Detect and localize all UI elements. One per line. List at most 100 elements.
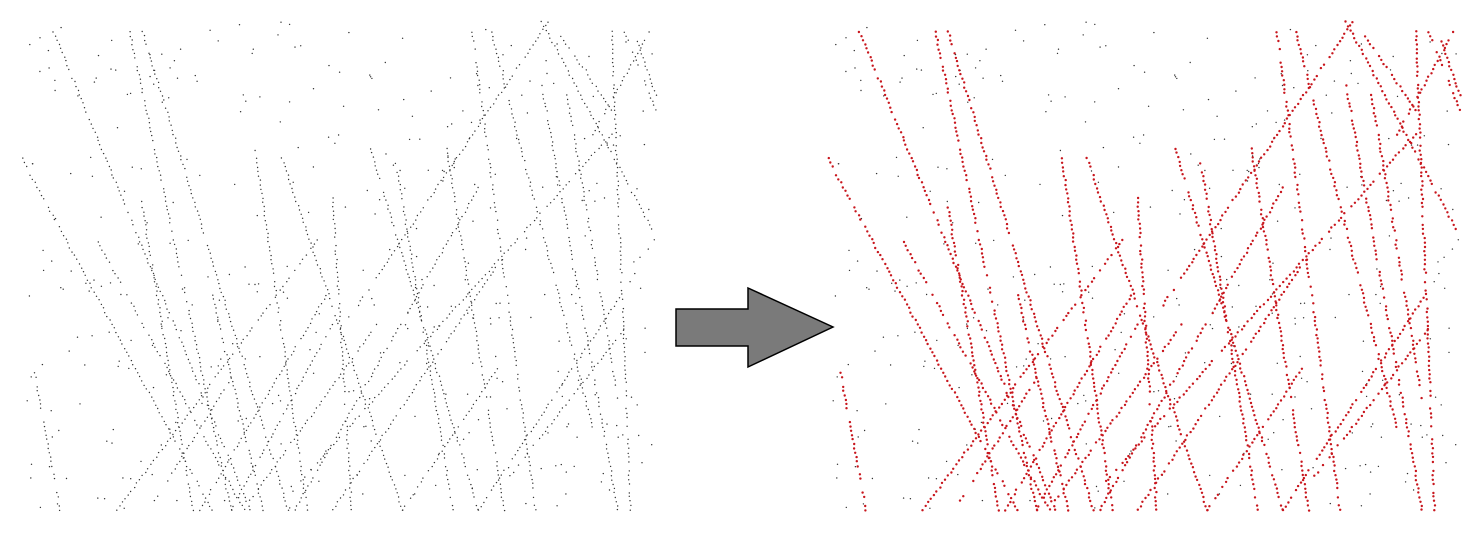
track-hit-marked [1443,46,1447,50]
track-hit-marked [1304,249,1307,253]
track-hit-marked [1089,499,1092,503]
track-hit-marked [1437,194,1441,197]
track-hit [261,505,263,507]
track-hit-marked [1412,105,1415,108]
track-hit-marked [1253,496,1257,499]
track-hit-marked [1244,348,1248,351]
track-hit [610,109,613,111]
track-hit [182,345,185,347]
track-hit [341,355,344,357]
track-hit [345,343,347,346]
track-hit [158,412,160,414]
track-hit [502,272,505,274]
track-hit [503,252,505,254]
track-hit [98,299,100,301]
noise-hit [917,442,919,444]
track-hit-marked [1297,201,1301,204]
track-hit [580,177,582,179]
noise-hit [160,444,162,446]
track-hit [242,423,244,425]
track-hit-marked [1379,150,1382,153]
track-hit-marked [1136,508,1140,511]
track-hit [623,175,625,177]
track-hit [89,282,91,284]
track-hit [453,330,455,332]
track-hit [416,486,419,488]
track-hit [36,186,38,189]
track-hit [136,314,139,316]
track-hit [38,190,41,192]
track-hit [173,243,176,246]
track-hit [615,136,617,139]
noise-hit [292,490,294,492]
track-hit-marked [1355,140,1359,144]
track-hit [507,249,509,251]
track-hit-marked [963,411,966,414]
track-hit [585,405,587,407]
track-hit-marked [1012,387,1015,390]
track-hit-marked [902,136,905,139]
track-hit [342,494,345,496]
track-hit-marked [870,59,873,62]
noise-hit [161,53,163,55]
track-hit [236,343,238,345]
track-hit-marked [977,394,981,397]
noise-hit [1281,84,1284,87]
track-hit [280,329,282,331]
noise-hit [1153,391,1155,393]
noise-hit [1251,126,1254,128]
track-hit [48,210,51,212]
track-hit-marked [1253,487,1256,491]
track-hit-marked [1138,314,1142,317]
track-hit-marked [1257,160,1261,163]
track-hit-marked [1162,382,1165,385]
track-hit [463,257,465,259]
track-hit-marked [948,384,951,387]
track-hit [157,407,159,410]
noise-hit [472,362,474,364]
noise-hit [616,424,618,427]
track-hit [347,460,350,463]
track-hit-marked [1331,52,1334,55]
track-hit-marked [1439,59,1442,62]
track-hit [595,333,597,335]
track-hit [298,384,300,387]
track-hit [234,471,236,473]
track-hit [588,159,590,161]
track-hit-marked [1243,324,1246,328]
track-hit-marked [1083,323,1087,327]
track-hit-marked [1328,55,1331,59]
noise-hit [540,467,542,470]
track-hit [122,199,125,201]
track-hit-marked [1233,345,1236,348]
track-hit [581,182,583,184]
track-hit [368,454,371,457]
track-hit-marked [1313,78,1316,81]
track-hit [230,457,232,460]
track-hit [476,70,479,73]
track-hit [101,249,103,251]
track-hit [491,435,493,438]
track-hit [228,363,230,366]
track-hit-marked [1050,429,1053,432]
track-hit [135,232,137,234]
track-hit [170,124,172,126]
track-hit [524,159,526,162]
track-hit-marked [1247,176,1250,179]
track-hit [564,379,566,381]
track-hit [215,425,217,427]
noise-hit [1174,76,1177,78]
track-hit-marked [1071,236,1075,239]
track-hit [348,412,350,414]
track-hit-marked [1048,363,1051,366]
track-hit-marked [1161,349,1165,353]
track-hit [228,496,230,498]
noise-hit [916,68,918,70]
track-hit [298,205,300,207]
track-hit-marked [1305,263,1308,266]
track-hit-marked [889,106,892,109]
noise-hit [985,330,988,332]
track-hit [265,307,268,310]
track-hit-marked [1309,285,1312,288]
track-hit [602,426,604,429]
